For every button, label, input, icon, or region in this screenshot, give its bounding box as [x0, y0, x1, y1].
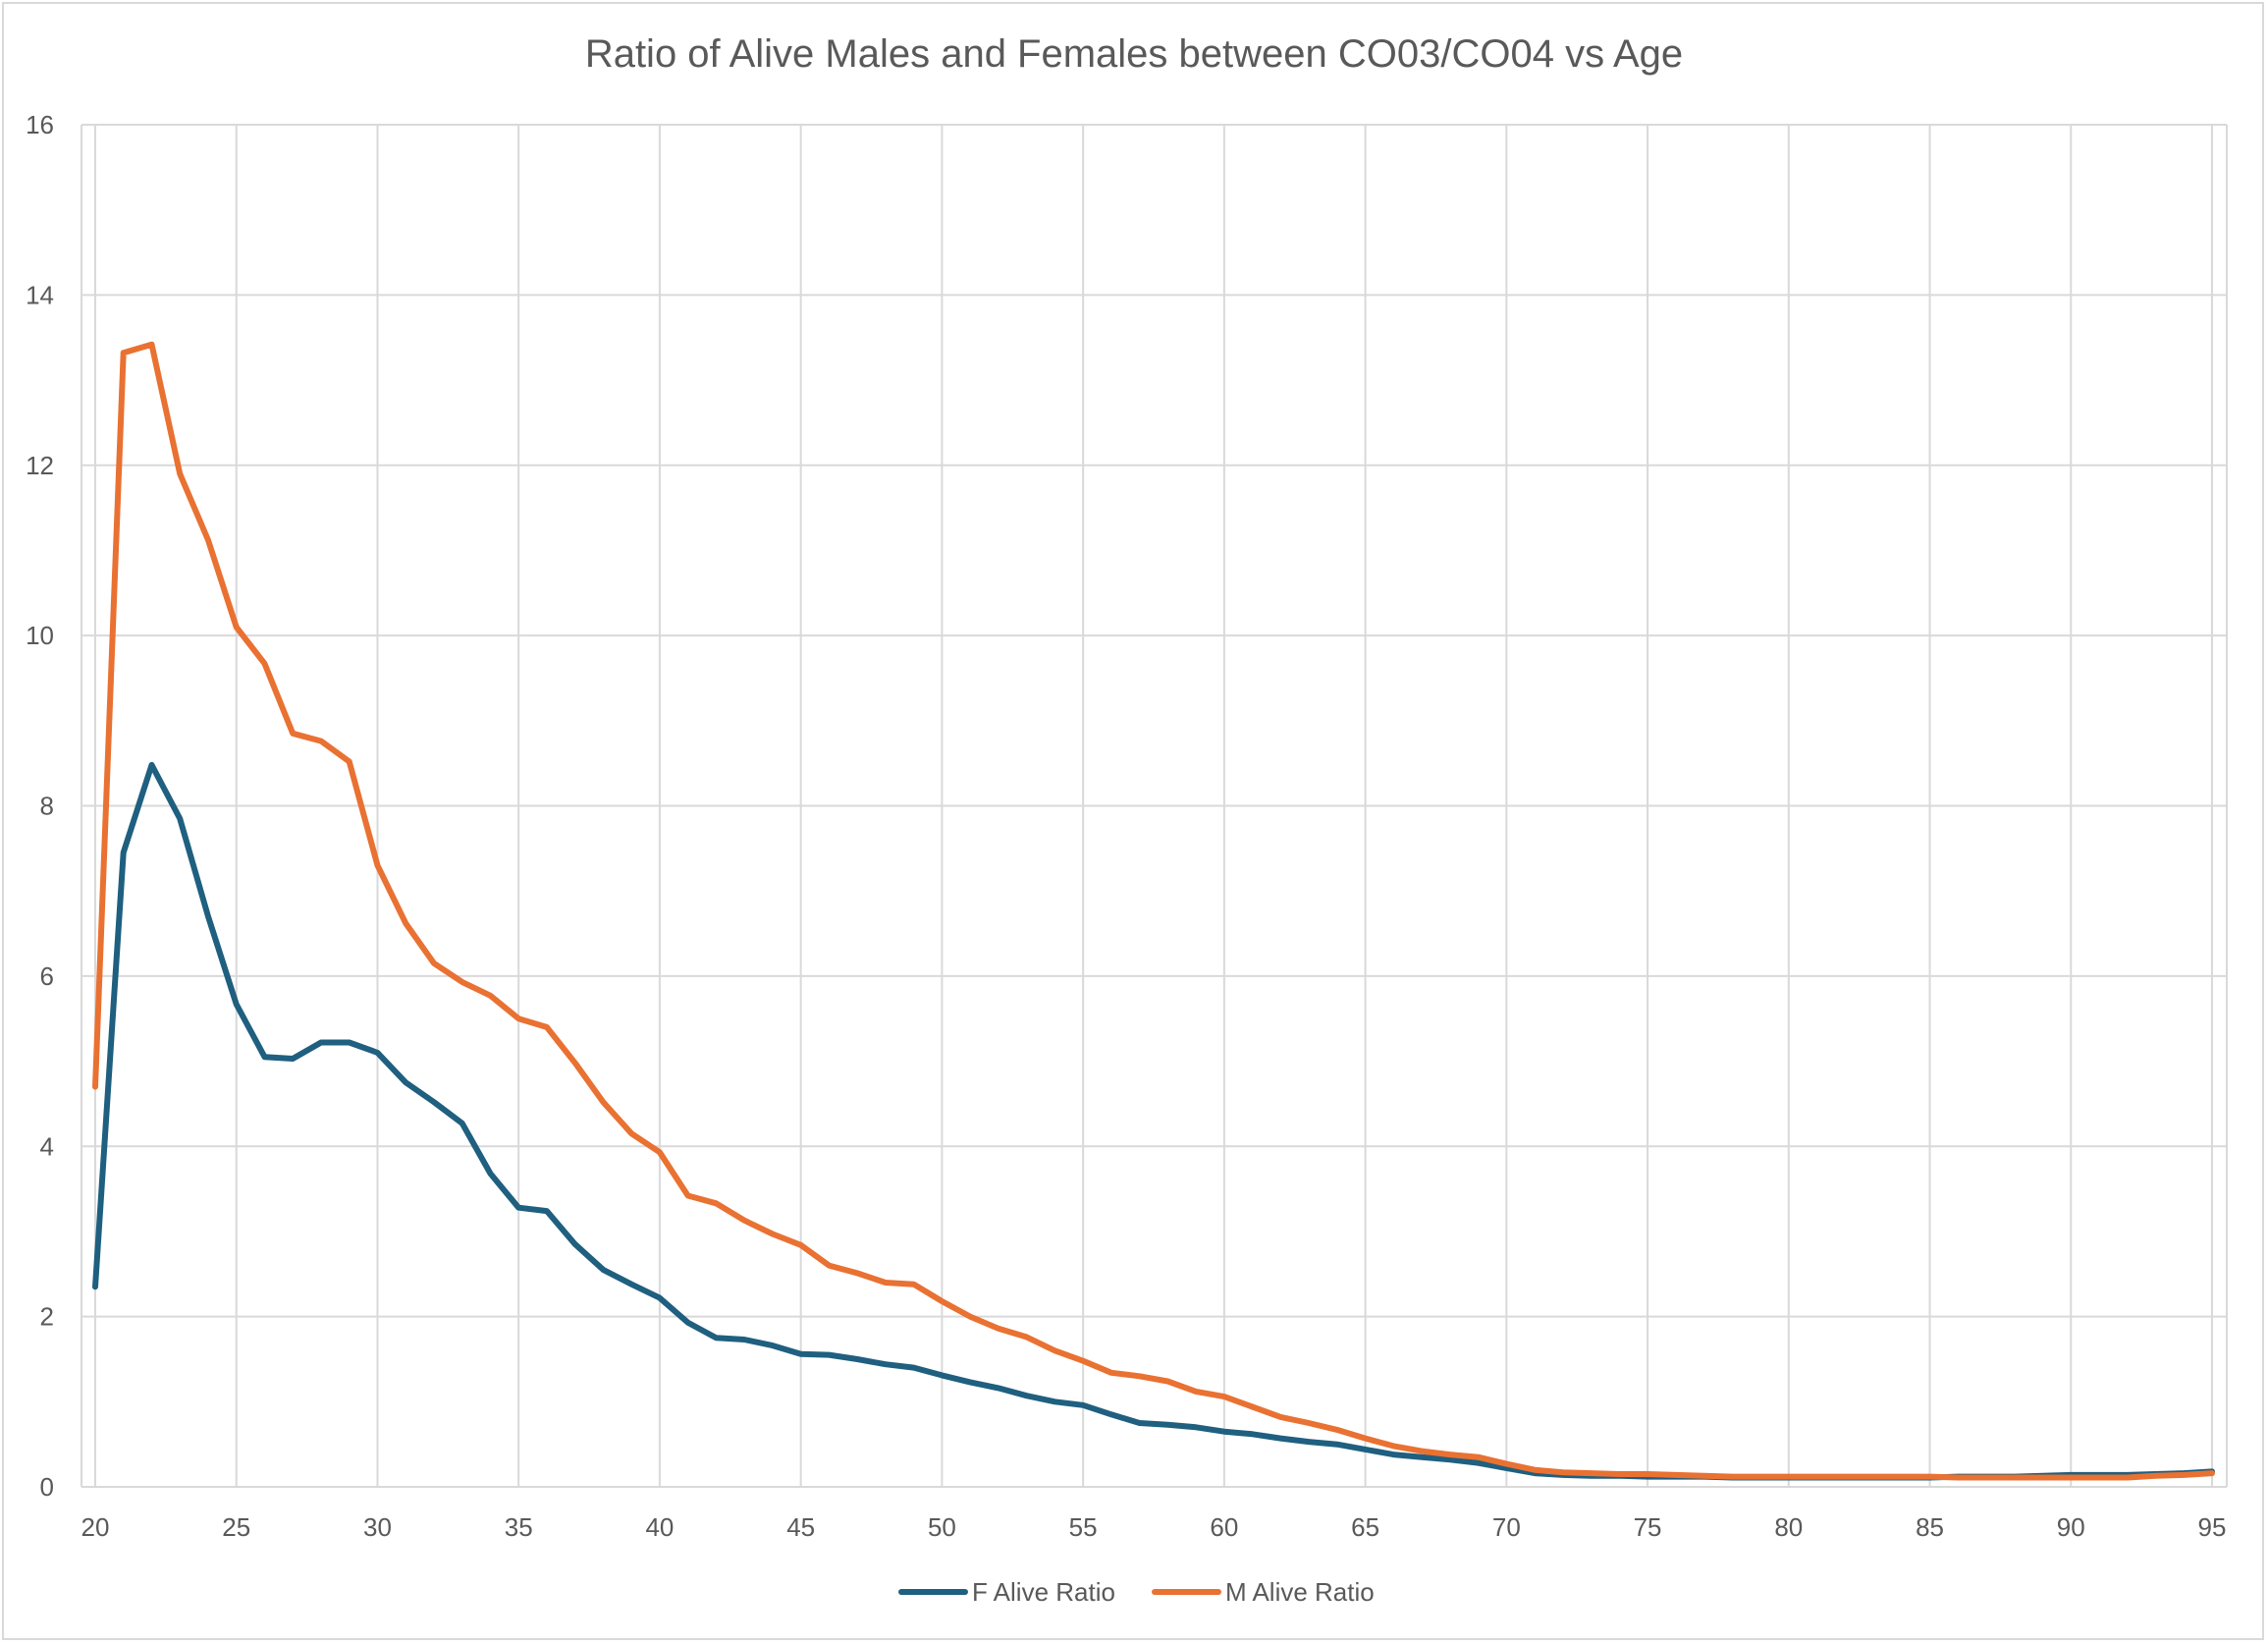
legend-label-m-alive-ratio: M Alive Ratio: [1225, 1577, 1375, 1607]
series-line-f-alive-ratio: [92, 761, 2215, 1481]
x-tick-label: 75: [1634, 1512, 1662, 1542]
y-tick-label: 12: [26, 451, 54, 480]
y-tick-label: 2: [40, 1302, 54, 1332]
x-tick-label: 85: [1916, 1512, 1944, 1542]
x-tick-label: 55: [1069, 1512, 1098, 1542]
y-tick-label: 10: [26, 621, 54, 650]
y-tick-label: 16: [26, 110, 54, 139]
x-tick-label: 45: [786, 1512, 815, 1542]
y-tick-label: 0: [40, 1472, 54, 1502]
grid-lines: [81, 124, 2228, 1488]
chart-title: Ratio of Alive Males and Females between…: [585, 32, 1683, 76]
x-axis-tick-labels: 20 25 30 35 40 45 50 55 60 65 70 75 80 85 90 95: [81, 1512, 2227, 1542]
x-tick-label: 35: [505, 1512, 533, 1542]
x-tick-label: 90: [2057, 1512, 2085, 1542]
x-tick-label: 70: [1492, 1512, 1521, 1542]
y-axis-tick-labels: 0 2 4 6 8 10 12 14 16: [26, 110, 54, 1502]
series-line-m-alive-ratio: [92, 341, 2215, 1481]
y-tick-label: 8: [40, 792, 54, 821]
y-tick-label: 14: [26, 280, 54, 309]
x-tick-label: 95: [2198, 1512, 2227, 1542]
series-lines: [92, 341, 2215, 1481]
x-tick-label: 40: [645, 1512, 674, 1542]
x-tick-label: 60: [1210, 1512, 1238, 1542]
x-tick-label: 20: [81, 1512, 110, 1542]
x-tick-label: 30: [363, 1512, 392, 1542]
legend-label-f-alive-ratio: F Alive Ratio: [972, 1577, 1115, 1607]
x-tick-label: 25: [222, 1512, 250, 1542]
legend: F Alive Ratio M Alive Ratio: [898, 1577, 1375, 1607]
y-tick-label: 4: [40, 1131, 54, 1161]
x-tick-label: 50: [928, 1512, 956, 1542]
y-tick-label: 6: [40, 961, 54, 991]
x-tick-label: 65: [1351, 1512, 1379, 1542]
x-tick-label: 80: [1774, 1512, 1803, 1542]
